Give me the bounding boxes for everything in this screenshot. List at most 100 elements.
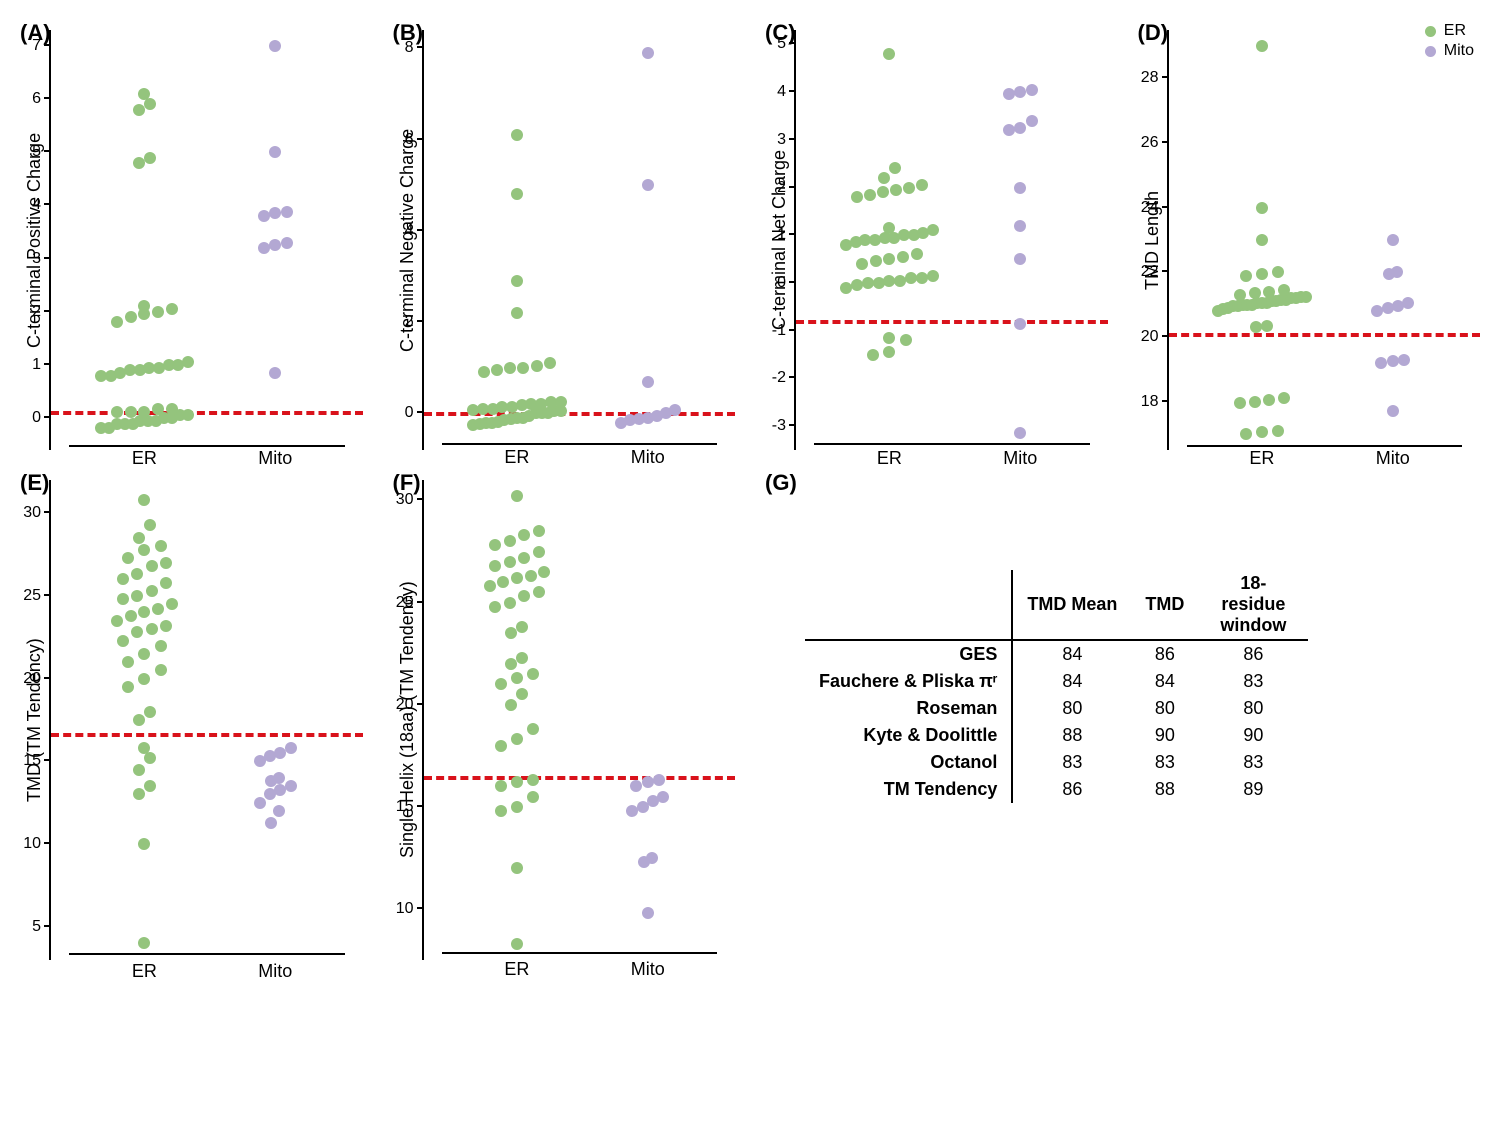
reference-line xyxy=(51,733,363,737)
data-point-Mito xyxy=(1003,88,1015,100)
chart-wrap: C-terminal Negative Charge02468ERMito xyxy=(393,30,736,450)
data-point-ER xyxy=(518,552,530,564)
y-tick xyxy=(44,925,51,927)
table-row: Fauchere & Pliska πʳ848483 xyxy=(805,668,1308,695)
table-cell: 88 xyxy=(1012,722,1131,749)
table-cell: 84 xyxy=(1131,668,1198,695)
y-tick-label: 2 xyxy=(405,313,414,331)
data-point-ER xyxy=(144,98,156,110)
data-point-ER xyxy=(517,362,529,374)
y-tick xyxy=(789,42,796,44)
data-point-Mito xyxy=(1003,124,1015,136)
data-point-ER xyxy=(511,307,523,319)
y-tick xyxy=(417,907,424,909)
data-point-ER xyxy=(518,529,530,541)
x-category-label: Mito xyxy=(631,447,665,468)
data-point-ER xyxy=(511,275,523,287)
data-point-ER xyxy=(495,805,507,817)
table-cell: 90 xyxy=(1131,722,1198,749)
y-axis-label: Single Helix (18aa) (TM Tendency) xyxy=(393,480,422,960)
data-point-Mito xyxy=(669,404,681,416)
legend-dot-icon xyxy=(1425,26,1436,37)
table-corner xyxy=(805,570,1012,640)
y-tick xyxy=(44,842,51,844)
data-point-ER xyxy=(505,627,517,639)
y-tick-label: 10 xyxy=(396,900,414,918)
reference-line xyxy=(424,776,736,780)
data-point-ER xyxy=(511,672,523,684)
y-tick xyxy=(44,594,51,596)
plot: 1015202530ERMito xyxy=(422,480,736,960)
y-tick-label: -3 xyxy=(772,417,786,435)
data-point-ER xyxy=(133,714,145,726)
data-point-Mito xyxy=(1375,357,1387,369)
y-tick xyxy=(417,320,424,322)
y-tick-label: 18 xyxy=(1141,393,1159,411)
data-point-ER xyxy=(144,780,156,792)
data-point-Mito xyxy=(1014,427,1026,439)
data-point-Mito xyxy=(1398,354,1410,366)
panel-E: (E)TMD (TM Tendency)51015202530ERMito xyxy=(20,470,363,960)
y-tick xyxy=(417,411,424,413)
data-point-Mito xyxy=(1387,355,1399,367)
table-row: Kyte & Doolittle889090 xyxy=(805,722,1308,749)
data-point-Mito xyxy=(1387,234,1399,246)
y-tick xyxy=(417,805,424,807)
data-point-ER xyxy=(138,88,150,100)
y-tick-label: 1 xyxy=(777,226,786,244)
data-point-ER xyxy=(125,406,137,418)
data-point-ER xyxy=(889,162,901,174)
data-point-ER xyxy=(144,152,156,164)
y-tick-label: 4 xyxy=(32,196,41,214)
data-point-ER xyxy=(138,406,150,418)
data-point-Mito xyxy=(273,805,285,817)
table-cell: 84 xyxy=(1012,640,1131,668)
y-tick-label: 3 xyxy=(777,131,786,149)
y-tick xyxy=(1162,206,1169,208)
data-point-ER xyxy=(122,681,134,693)
x-axis xyxy=(69,953,345,955)
data-point-Mito xyxy=(269,207,281,219)
data-point-ER xyxy=(533,546,545,558)
data-point-ER xyxy=(518,590,530,602)
data-point-Mito xyxy=(630,780,642,792)
data-point-ER xyxy=(900,334,912,346)
panel-label: (G) xyxy=(765,470,797,496)
data-point-Mito xyxy=(1014,220,1026,232)
data-point-ER xyxy=(138,742,150,754)
y-tick xyxy=(417,138,424,140)
legend-item: ER xyxy=(1425,22,1474,40)
y-tick-label: 3 xyxy=(32,250,41,268)
data-point-ER xyxy=(152,306,164,318)
data-point-ER xyxy=(182,356,194,368)
table-row: GES848686 xyxy=(805,640,1308,668)
data-point-ER xyxy=(511,129,523,141)
y-tick-label: 20 xyxy=(396,696,414,714)
legend-dot-icon xyxy=(1425,46,1436,57)
table-row-name: Roseman xyxy=(805,695,1012,722)
data-point-ER xyxy=(1256,426,1268,438)
data-point-ER xyxy=(851,191,863,203)
data-point-Mito xyxy=(281,206,293,218)
data-point-ER xyxy=(1256,234,1268,246)
data-point-ER xyxy=(890,184,902,196)
data-point-Mito xyxy=(642,179,654,191)
data-point-ER xyxy=(916,179,928,191)
y-tick xyxy=(44,257,51,259)
data-point-Mito xyxy=(1014,318,1026,330)
data-point-ER xyxy=(877,186,889,198)
data-point-Mito xyxy=(269,367,281,379)
x-category-label: ER xyxy=(877,448,902,469)
y-tick-label: 7 xyxy=(32,37,41,55)
table-cell: 83 xyxy=(1198,749,1308,776)
data-point-ER xyxy=(525,570,537,582)
y-tick-label: 22 xyxy=(1141,263,1159,281)
y-tick xyxy=(44,511,51,513)
table-cell: 88 xyxy=(1131,776,1198,803)
y-tick-label: 30 xyxy=(23,504,41,522)
data-point-ER xyxy=(133,788,145,800)
legend-item: Mito xyxy=(1425,42,1474,60)
y-tick xyxy=(417,703,424,705)
data-point-Mito xyxy=(281,237,293,249)
data-point-ER xyxy=(1256,268,1268,280)
